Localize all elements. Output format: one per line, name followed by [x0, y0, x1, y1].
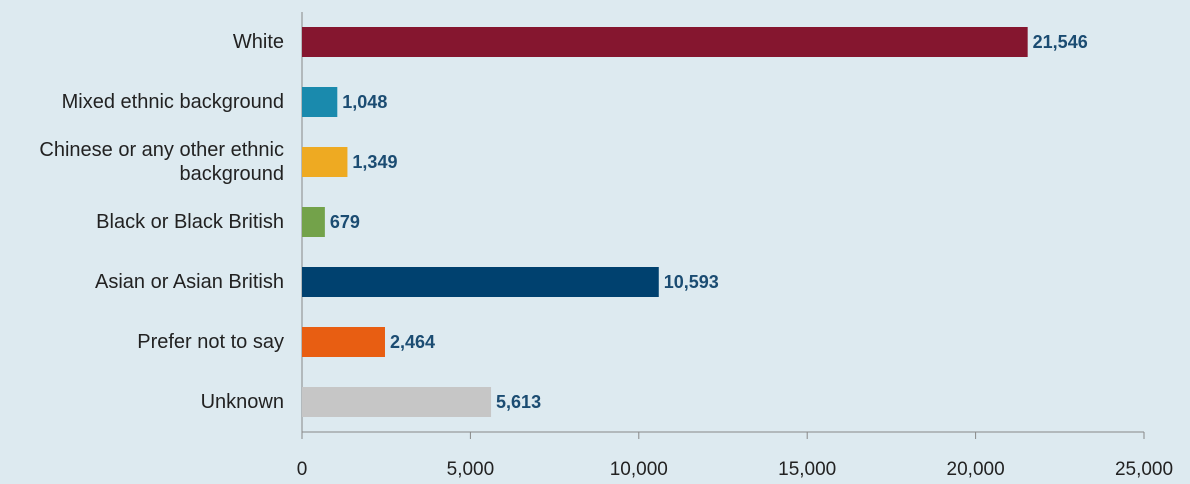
x-tick-label: 25,000	[1115, 459, 1173, 480]
bar	[302, 267, 659, 297]
x-tick-label: 15,000	[778, 459, 836, 480]
y-tick-label: Asian or Asian British	[95, 271, 284, 293]
value-label: 1,048	[342, 92, 387, 112]
y-tick-label: Black or Black British	[96, 211, 284, 233]
bar	[302, 207, 325, 237]
value-label: 1,349	[352, 152, 397, 172]
x-tick-label: 5,000	[447, 459, 495, 480]
y-tick-label: White	[232, 31, 284, 53]
value-label: 679	[330, 212, 360, 232]
value-label: 5,613	[496, 392, 541, 412]
bar	[302, 147, 348, 177]
y-tick-label: Chinese or any other ethnic background	[39, 139, 284, 185]
x-tick-label: 0	[297, 459, 308, 480]
bar	[302, 87, 338, 117]
y-tick-label: Mixed ethnic background	[61, 91, 284, 113]
bar	[302, 27, 1028, 57]
x-tick-label: 20,000	[947, 459, 1005, 480]
bar	[302, 327, 385, 357]
bar	[302, 387, 492, 417]
value-label: 10,593	[664, 272, 719, 292]
value-label: 21,546	[1033, 32, 1088, 52]
y-tick-label: Unknown	[200, 391, 284, 413]
x-tick-label: 10,000	[610, 459, 668, 480]
y-tick-label: Prefer not to say	[137, 331, 284, 353]
value-label: 2,464	[390, 332, 435, 352]
